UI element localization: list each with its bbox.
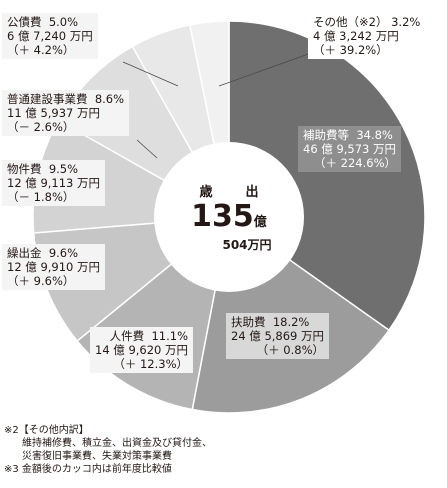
- slice-label-hojohi: 補助費等 34.8% 46 億 9,573 万円 （＋ 224.6%）: [298, 126, 402, 172]
- slice-label-jinkenhi: 人件費 11.1% 14 億 9,620 万円 （＋ 12.3%）: [90, 327, 194, 373]
- footnotes: ※2【その他内訳】 維持補修費、積立金、出資金及び貸付金、 災害復旧事業費、失業…: [4, 424, 212, 476]
- pie-center-total: 歳 出 135億 504万円: [175, 184, 283, 252]
- leader-line-koushaihi: [122, 61, 179, 87]
- note-2-title: ※2【その他内訳】: [4, 425, 89, 436]
- note-3: ※3 金額後のカッコ内は前年度比較値: [4, 464, 172, 475]
- slice-label-koushaihi: 公債費 5.0% 6 億 7,240 万円 （＋ 4.2%）: [2, 13, 98, 59]
- total-amount: 135億: [191, 199, 267, 234]
- slice-label-sonota: その他（※2） 3.2% 4 億 3,242 万円 （＋ 39.2%）: [308, 13, 426, 59]
- slice-label-fujohi: 扶助費 18.2% 24 億 5,869 万円 （＋ 0.8%）: [226, 313, 330, 359]
- pie-center-hole: [154, 142, 304, 292]
- note-2-line2: 災害復旧事業費、失業対策事業費: [22, 451, 172, 462]
- pie-slice-0: [228, 20, 426, 332]
- total-title: 歳 出: [199, 185, 269, 200]
- total-remainder: 504万円: [222, 238, 272, 252]
- slice-label-futsuu-kensetsu: 普通建設事業費 8.6% 11 億 5,937 万円 （－ 2.6%）: [2, 90, 130, 136]
- note-2-line1: 維持補修費、積立金、出資金及び貸付金、: [22, 438, 212, 449]
- slice-label-bukkenhi: 物件費 9.5% 12 億 9,113 万円 （－ 1.8%）: [2, 160, 106, 206]
- leader-line-futsuu-kensetsu: [136, 139, 158, 159]
- slice-label-kuridashikin: 繰出金 9.6% 12 億 9,910 万円 （＋ 9.6%）: [2, 244, 106, 290]
- leader-line-sonota: [218, 51, 315, 87]
